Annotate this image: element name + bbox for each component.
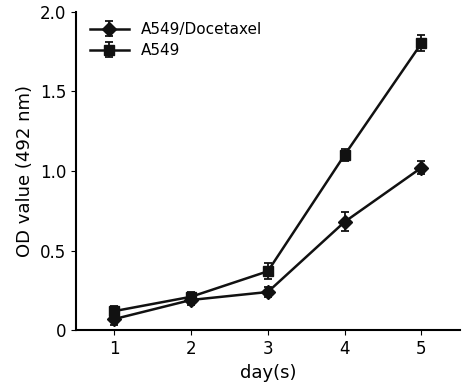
Y-axis label: OD value (492 nm): OD value (492 nm) xyxy=(16,85,34,257)
X-axis label: day(s): day(s) xyxy=(239,364,296,382)
Legend: A549/Docetaxel, A549: A549/Docetaxel, A549 xyxy=(87,19,265,61)
